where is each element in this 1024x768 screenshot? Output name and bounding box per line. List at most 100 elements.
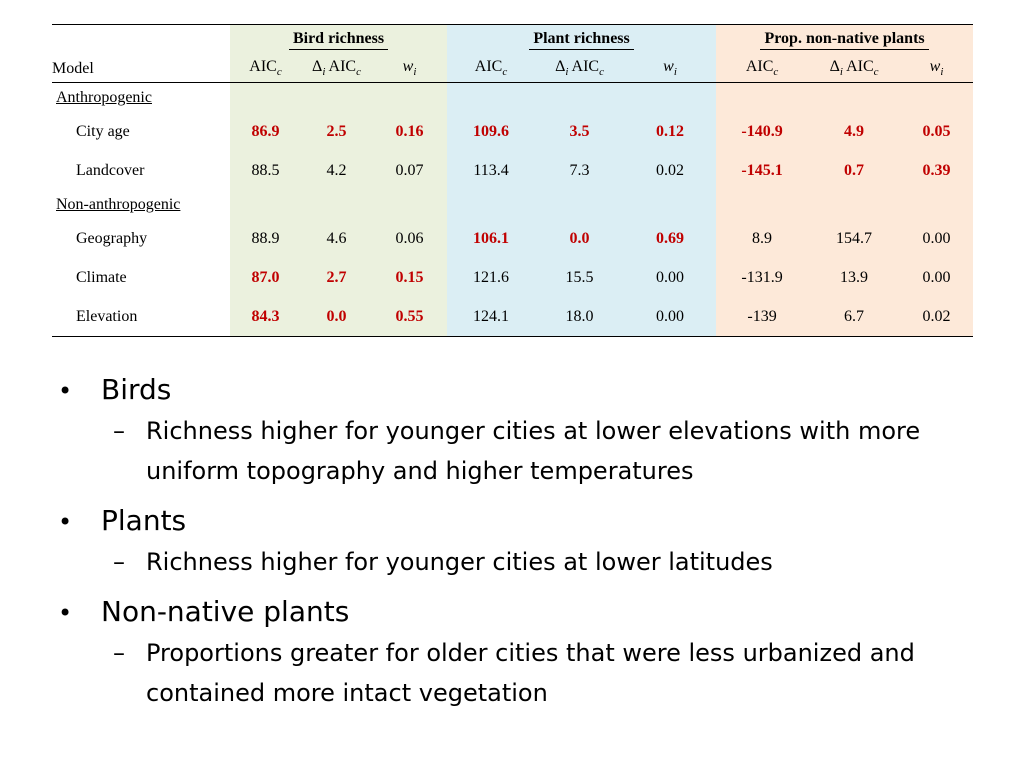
sub-bullet-text: Proportions greater for older cities tha… <box>146 639 915 707</box>
bullet-list: • Birds – Richness higher for younger citie… <box>58 368 998 713</box>
bullet-text: Birds <box>101 373 172 406</box>
value-cell: 2.7 <box>301 258 372 297</box>
section-row: Non-anthropogenic <box>52 190 974 219</box>
bullet-item: • Birds <box>58 372 998 409</box>
model-name-cell: Geography <box>76 229 148 247</box>
value-cell: -139 <box>716 297 809 337</box>
value-cell: 121.6 <box>447 258 536 297</box>
empty-cell <box>535 190 625 219</box>
value-cell: 87.0 <box>230 258 301 297</box>
table-row: Climate 87.0 2.7 0.15 121.6 15.5 0.00 -131.9 13.… <box>52 258 974 297</box>
empty-cell <box>447 190 536 219</box>
bullet-text: Non-native plants <box>101 595 350 628</box>
empty-cell <box>900 82 974 112</box>
table-row: City age 86.9 2.5 0.16 109.6 3.5 0.12 -140.9 4.9… <box>52 112 974 151</box>
col-header-aic: AICc <box>716 55 809 83</box>
model-name-cell: Landcover <box>76 161 145 179</box>
value-cell: 84.3 <box>230 297 301 337</box>
value-cell: 0.12 <box>624 112 717 151</box>
value-cell: 0.0 <box>301 297 372 337</box>
col-header-aic: AICc <box>447 55 536 83</box>
col-header-delta-aic: Δi AICc <box>535 55 625 83</box>
value-cell: 113.4 <box>447 151 536 190</box>
bullet-text: Plants <box>101 504 187 537</box>
col-header-delta-aic: Δi AICc <box>808 55 901 83</box>
empty-cell <box>230 82 301 112</box>
col-header-weight: wi <box>372 55 448 83</box>
value-cell: 154.7 <box>808 219 901 258</box>
value-cell: 86.9 <box>230 112 301 151</box>
section-label: Non-anthropogenic <box>56 195 181 213</box>
empty-cell <box>624 82 717 112</box>
value-cell: 0.06 <box>372 219 448 258</box>
value-cell: 0.69 <box>624 219 717 258</box>
column-header-row: Model AICc Δi AICc wi AICc Δi AICc wi AI… <box>52 55 974 83</box>
model-comparison-table: Bird richness Plant richness Prop. non-n… <box>52 24 974 337</box>
empty-cell <box>808 190 901 219</box>
value-cell: 0.55 <box>372 297 448 337</box>
empty-cell <box>900 190 974 219</box>
empty-cell <box>447 82 536 112</box>
value-cell: 3.5 <box>535 112 625 151</box>
sub-bullet-item: – Richness higher for younger cities at l… <box>113 542 998 582</box>
value-cell: 7.3 <box>535 151 625 190</box>
value-cell: 0.16 <box>372 112 448 151</box>
model-name-cell: Climate <box>76 268 127 286</box>
sub-bullet-text: Richness higher for younger cities at lo… <box>146 548 773 576</box>
value-cell: 0.7 <box>808 151 901 190</box>
bullet-dot-icon: • <box>58 377 73 405</box>
value-cell: 0.00 <box>624 258 717 297</box>
value-cell: 13.9 <box>808 258 901 297</box>
value-cell: 88.5 <box>230 151 301 190</box>
dash-icon: – <box>113 417 125 445</box>
value-cell: 8.9 <box>716 219 809 258</box>
bullet-item: • Plants <box>58 503 998 540</box>
value-cell: 106.1 <box>447 219 536 258</box>
empty-cell <box>301 82 372 112</box>
empty-cell <box>301 190 372 219</box>
value-cell: 109.6 <box>447 112 536 151</box>
col-header-weight: wi <box>624 55 717 83</box>
table-row: Elevation 84.3 0.0 0.55 124.1 18.0 0.00 -139 6.7… <box>52 297 974 337</box>
empty-cell <box>372 190 448 219</box>
empty-cell <box>535 82 625 112</box>
sub-bullet-item: – Richness higher for younger cities at l… <box>113 411 998 491</box>
bullet-dot-icon: • <box>58 599 73 627</box>
sub-bullet-text: Richness higher for younger cities at lo… <box>146 417 921 485</box>
model-column-header: Model <box>52 55 230 83</box>
empty-cell <box>372 82 448 112</box>
value-cell: 6.7 <box>808 297 901 337</box>
value-cell: 4.9 <box>808 112 901 151</box>
value-cell: 2.5 <box>301 112 372 151</box>
value-cell: 0.07 <box>372 151 448 190</box>
value-cell: -145.1 <box>716 151 809 190</box>
value-cell: 0.00 <box>900 258 974 297</box>
value-cell: 0.0 <box>535 219 625 258</box>
value-cell: 18.0 <box>535 297 625 337</box>
bullet-dot-icon: • <box>58 508 73 536</box>
value-cell: 0.15 <box>372 258 448 297</box>
value-cell: 0.00 <box>900 219 974 258</box>
value-cell: 88.9 <box>230 219 301 258</box>
col-header-weight: wi <box>900 55 974 83</box>
value-cell: 4.6 <box>301 219 372 258</box>
empty-cell <box>808 82 901 112</box>
model-name-cell: Elevation <box>52 297 230 337</box>
group-header-nonnative: Prop. non-native plants <box>716 24 974 55</box>
value-cell: 0.02 <box>624 151 717 190</box>
empty-cell <box>716 190 809 219</box>
value-cell: 0.05 <box>900 112 974 151</box>
dash-icon: – <box>113 548 125 576</box>
group-header-bird: Bird richness <box>230 24 448 55</box>
value-cell: 0.02 <box>900 297 974 337</box>
section-row: Anthropogenic <box>52 82 974 112</box>
sub-bullet-item: – Proportions greater for older cities th… <box>113 633 998 713</box>
value-cell: 15.5 <box>535 258 625 297</box>
value-cell: 124.1 <box>447 297 536 337</box>
model-name-cell: City age <box>76 122 130 140</box>
value-cell: -140.9 <box>716 112 809 151</box>
blank-header-cell <box>52 24 230 55</box>
col-header-delta-aic: Δi AICc <box>301 55 372 83</box>
group-header-row: Bird richness Plant richness Prop. non-n… <box>52 24 974 55</box>
value-cell: 4.2 <box>301 151 372 190</box>
